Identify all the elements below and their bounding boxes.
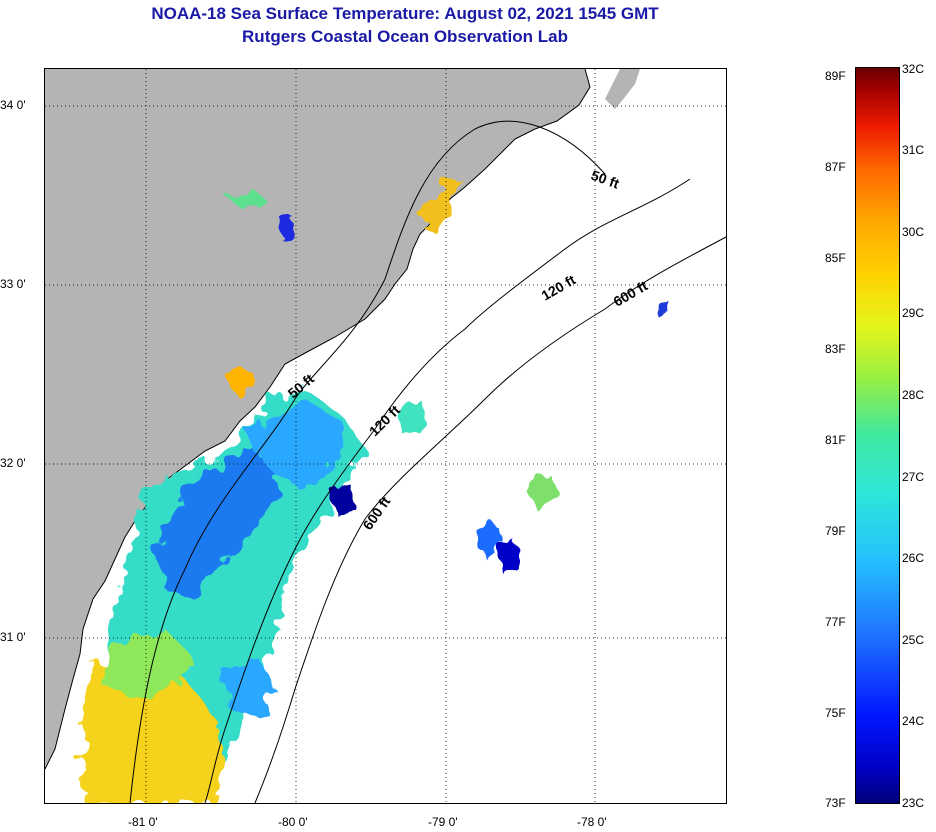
cb-f-79: 79F: [825, 524, 846, 538]
sst-data: [80, 177, 671, 803]
sst-patch-green-south: [100, 629, 195, 699]
lat-label-33: 33 0': [0, 277, 26, 291]
contour-120ft: [204, 178, 691, 803]
contour-label-120ft-north: 120 ft: [539, 271, 579, 303]
cb-c-29: 29C: [902, 306, 925, 320]
sst-patch-offshore-4: [330, 484, 355, 514]
depth-contours: [129, 120, 726, 803]
sst-patch-inland-lake: [223, 191, 270, 211]
contour-label-600ft-south: 600 ft: [359, 493, 393, 532]
lon-label-78: -78 0': [577, 815, 607, 829]
land-area-northeast: [605, 69, 640, 109]
sst-map[interactable]: 50 ft 120 ft 600 ft 50 ft 120 ft 600 ft: [44, 68, 727, 804]
contour-50ft: [129, 120, 606, 803]
cb-c-32: 32C: [902, 62, 925, 76]
cb-f-87: 87F: [825, 160, 846, 174]
sst-patch-inland-lake-2: [281, 217, 295, 241]
cb-f-83: 83F: [825, 342, 846, 356]
sst-patch-offshore-1: [395, 399, 425, 437]
map-canvas: 50 ft 120 ft 600 ft 50 ft 120 ft 600 ft: [45, 69, 726, 803]
cb-c-31: 31C: [902, 143, 925, 157]
lon-label-79: -79 0': [428, 815, 458, 829]
sst-patch-blue-inner: [155, 449, 285, 599]
sst-patch-offshore-6: [657, 302, 671, 317]
lat-label-31: 31 0': [0, 630, 26, 644]
contour-label-600ft-north: 600 ft: [611, 277, 651, 309]
sst-patch-cape-romain: [225, 369, 255, 394]
land-area: [45, 69, 590, 769]
cb-c-27: 27C: [902, 470, 925, 484]
cb-f-89: 89F: [825, 69, 846, 83]
lat-label-32: 32 0': [0, 456, 26, 470]
coastline: [45, 69, 591, 770]
contour-label-50ft-north: 50 ft: [589, 167, 622, 192]
contour-label-120ft-south: 120 ft: [366, 402, 403, 439]
cb-f-77: 77F: [825, 615, 846, 629]
cb-c-30: 30C: [902, 225, 925, 239]
contour-600ft: [254, 236, 726, 803]
sst-patch-offshore-2: [475, 524, 505, 559]
cb-c-25: 25C: [902, 633, 925, 647]
title: NOAA-18 Sea Surface Temperature: August …: [151, 4, 659, 23]
cb-c-28: 28C: [902, 388, 925, 402]
grid-lines: [45, 69, 726, 803]
cb-f-73: 73F: [825, 796, 846, 810]
cb-c-26: 26C: [902, 551, 925, 565]
cb-c-23: 23C: [902, 796, 925, 810]
cb-c-24: 24C: [902, 714, 925, 728]
cb-f-75: 75F: [825, 706, 846, 720]
sst-patch-cape-fear: [425, 177, 460, 234]
lon-label-81: -81 0': [128, 815, 158, 829]
subtitle: Rutgers Coastal Ocean Observation Lab: [242, 27, 568, 46]
sst-patch-offshore-3: [525, 474, 560, 514]
sst-patch-offshore-5: [500, 543, 519, 574]
colorbar: [855, 67, 900, 804]
cb-f-81: 81F: [825, 433, 846, 447]
lat-label-34: 34 0': [0, 98, 26, 112]
sst-patch-mid-blue: [245, 399, 345, 489]
lon-label-80: -80 0': [278, 815, 308, 829]
cb-f-85: 85F: [825, 251, 846, 265]
